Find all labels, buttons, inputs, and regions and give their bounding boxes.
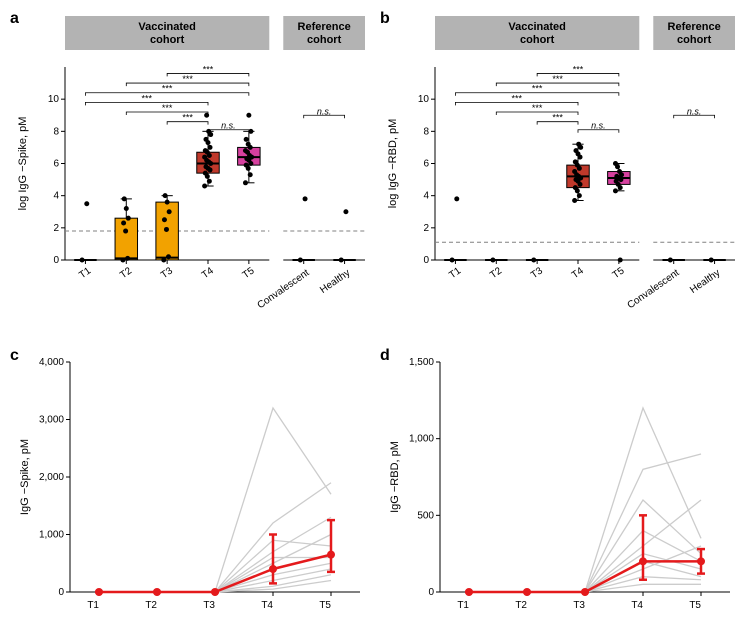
svg-text:4: 4	[423, 191, 429, 202]
figure-grid: a VaccinatedcohortReferencecohort0246810…	[10, 10, 739, 634]
svg-text:10: 10	[48, 94, 60, 105]
svg-text:1,000: 1,000	[39, 530, 64, 541]
svg-text:0: 0	[428, 587, 434, 598]
svg-text:***: ***	[511, 93, 522, 103]
svg-text:T3: T3	[573, 600, 585, 611]
svg-text:cohort: cohort	[677, 34, 712, 46]
panel-d: d 0 500 1,000 1,500 T1 T2 T3 T4 T5 IgG −RBD, pM	[380, 347, 740, 634]
svg-text:Healthy: Healthy	[688, 267, 722, 295]
svg-text:***: ***	[532, 84, 543, 94]
svg-text:T1: T1	[447, 265, 463, 281]
svg-text:T3: T3	[159, 265, 175, 281]
svg-text:***: ***	[573, 64, 584, 74]
svg-text:T5: T5	[241, 265, 257, 281]
svg-text:log IgG −RBD, pM: log IgG −RBD, pM	[387, 119, 399, 209]
svg-text:2: 2	[423, 223, 429, 234]
svg-text:***: ***	[162, 103, 173, 113]
svg-text:6: 6	[53, 159, 59, 170]
svg-text:0: 0	[53, 255, 59, 266]
svg-text:IgG −Spike, pM: IgG −Spike, pM	[19, 439, 31, 515]
svg-text:T4: T4	[570, 265, 586, 281]
panel-c: c 0 1,000 2,000 3,000 4,000 T1 T2 T3 T4 T5 IgG −Sp…	[10, 347, 370, 634]
panel-b: b VaccinatedcohortReferencecohort0246810…	[380, 10, 740, 327]
svg-text:T2: T2	[145, 600, 157, 611]
svg-text:Vaccinated: Vaccinated	[138, 21, 195, 33]
svg-text:T1: T1	[87, 600, 99, 611]
svg-text:4: 4	[53, 191, 59, 202]
panel-label-b: b	[380, 10, 390, 28]
svg-text:T4: T4	[261, 600, 273, 611]
svg-text:n.s.: n.s.	[317, 106, 332, 116]
svg-text:cohort: cohort	[307, 34, 342, 46]
svg-text:***: ***	[182, 113, 193, 123]
svg-text:n.s.: n.s.	[221, 121, 236, 131]
svg-text:T4: T4	[631, 600, 643, 611]
svg-text:Reference: Reference	[298, 21, 351, 33]
svg-text:T1: T1	[77, 265, 93, 281]
svg-text:3,000: 3,000	[39, 415, 64, 426]
svg-text:Reference: Reference	[668, 21, 721, 33]
svg-text:T5: T5	[611, 265, 627, 281]
svg-text:T3: T3	[529, 265, 545, 281]
svg-text:Vaccinated: Vaccinated	[508, 21, 565, 33]
svg-text:IgG −RBD, pM: IgG −RBD, pM	[389, 441, 401, 513]
svg-text:T2: T2	[488, 265, 504, 281]
svg-text:T4: T4	[200, 265, 216, 281]
svg-text:***: ***	[203, 64, 214, 74]
svg-text:0: 0	[58, 587, 64, 598]
svg-text:10: 10	[418, 94, 430, 105]
svg-text:T5: T5	[689, 600, 701, 611]
svg-text:***: ***	[552, 74, 563, 84]
svg-text:T1: T1	[457, 600, 469, 611]
svg-text:***: ***	[532, 103, 543, 113]
svg-text:0: 0	[423, 255, 429, 266]
svg-text:log IgG −Spike, pM: log IgG −Spike, pM	[17, 117, 29, 211]
svg-text:Healthy: Healthy	[318, 267, 352, 295]
svg-text:1,500: 1,500	[409, 357, 434, 368]
svg-text:4,000: 4,000	[39, 357, 64, 368]
svg-text:500: 500	[417, 510, 434, 521]
svg-text:n.s.: n.s.	[591, 121, 606, 131]
svg-text:n.s.: n.s.	[687, 106, 702, 116]
svg-text:cohort: cohort	[520, 34, 555, 46]
svg-text:6: 6	[423, 159, 429, 170]
svg-text:***: ***	[141, 93, 152, 103]
svg-text:T5: T5	[319, 600, 331, 611]
panel-label-d: d	[380, 347, 390, 365]
svg-text:T2: T2	[118, 265, 134, 281]
svg-text:T3: T3	[203, 600, 215, 611]
svg-text:Convalescent: Convalescent	[255, 267, 311, 311]
svg-text:***: ***	[162, 84, 173, 94]
svg-text:***: ***	[552, 113, 563, 123]
panel-label-c: c	[10, 347, 19, 365]
svg-text:8: 8	[53, 126, 59, 137]
svg-text:T2: T2	[515, 600, 527, 611]
svg-text:8: 8	[423, 126, 429, 137]
svg-text:***: ***	[182, 74, 193, 84]
svg-text:2,000: 2,000	[39, 472, 64, 483]
svg-text:1,000: 1,000	[409, 434, 434, 445]
svg-text:Convalescent: Convalescent	[625, 267, 681, 311]
svg-text:2: 2	[53, 223, 59, 234]
svg-text:cohort: cohort	[150, 34, 185, 46]
panel-a: a VaccinatedcohortReferencecohort0246810…	[10, 10, 370, 327]
panel-label-a: a	[10, 10, 19, 28]
